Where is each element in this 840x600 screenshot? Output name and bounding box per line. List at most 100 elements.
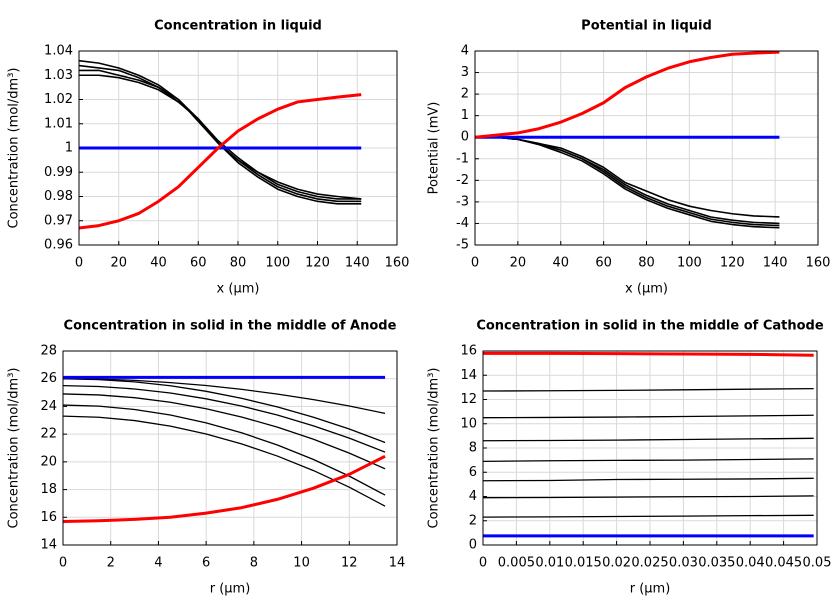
line-series bbox=[474, 50, 780, 139]
chart-title: Concentration in solid in the middle of … bbox=[476, 319, 824, 334]
y-tick-label: 28 bbox=[40, 344, 57, 359]
y-tick-label: 1.02 bbox=[44, 92, 73, 107]
y-tick-label: 4 bbox=[469, 489, 477, 504]
y-tick-label: 1.03 bbox=[44, 68, 73, 83]
x-tick-label: 100 bbox=[677, 256, 702, 271]
x-tick-label: 2 bbox=[107, 556, 115, 571]
x-tick-label: 0 bbox=[479, 556, 487, 571]
line-series bbox=[482, 437, 814, 442]
line-series bbox=[62, 454, 386, 523]
line-series bbox=[79, 74, 362, 200]
x-tick-label: 0.01 bbox=[535, 556, 564, 571]
y-tick-label: 3 bbox=[461, 65, 469, 80]
y-tick-label: 0.97 bbox=[44, 213, 73, 228]
line-series bbox=[482, 514, 814, 518]
x-tick-label: 0 bbox=[471, 256, 479, 271]
x-tick-label: 20 bbox=[510, 256, 527, 271]
line-series bbox=[62, 415, 386, 507]
y-axis-label: Potential (mV) bbox=[427, 102, 442, 195]
line-series bbox=[475, 136, 780, 227]
line-series bbox=[482, 477, 814, 482]
x-tick-label: 10 bbox=[293, 556, 310, 571]
plot-frame bbox=[474, 50, 819, 246]
x-tick-label: 40 bbox=[150, 256, 167, 271]
y-tick-label: 0.96 bbox=[44, 238, 73, 253]
chart-title: Concentration in liquid bbox=[154, 19, 322, 34]
y-tick-label: -3 bbox=[456, 194, 469, 209]
y-tick-label: 16 bbox=[460, 344, 477, 359]
x-tick-label: 80 bbox=[230, 256, 247, 271]
line-series bbox=[482, 458, 814, 462]
y-tick-label: 24 bbox=[40, 399, 57, 414]
y-axis-label: Concentration (mol/dm³) bbox=[7, 368, 22, 529]
x-axis-label: x (µm) bbox=[217, 282, 260, 297]
x-tick-label: 60 bbox=[190, 256, 207, 271]
y-tick-label: 8 bbox=[469, 441, 477, 456]
y-tick-label: 14 bbox=[460, 368, 477, 383]
y-tick-label: 18 bbox=[40, 482, 57, 497]
y-tick-label: 1 bbox=[461, 108, 469, 123]
y-tick-label: 6 bbox=[469, 465, 477, 480]
x-tick-label: 80 bbox=[638, 256, 655, 271]
x-tick-label: 160 bbox=[385, 256, 410, 271]
y-tick-label: 10 bbox=[460, 416, 477, 431]
x-tick-label: 4 bbox=[154, 556, 162, 571]
y-tick-label: 4 bbox=[461, 44, 469, 59]
line-series bbox=[62, 384, 386, 453]
x-tick-label: 100 bbox=[265, 256, 290, 271]
line-series bbox=[483, 351, 814, 357]
y-tick-label: -5 bbox=[456, 238, 469, 253]
line-series bbox=[62, 393, 386, 470]
y-axis-label: Concentration (mol/dm³) bbox=[427, 368, 442, 529]
x-tick-label: 40 bbox=[552, 256, 569, 271]
y-tick-label: 2 bbox=[469, 513, 477, 528]
x-tick-label: 0.03 bbox=[669, 556, 698, 571]
x-tick-label: 0.02 bbox=[602, 556, 631, 571]
y-tick-label: 16 bbox=[40, 510, 57, 525]
chart-title: Potential in liquid bbox=[581, 19, 712, 34]
y-tick-label: 14 bbox=[40, 538, 57, 553]
line-series bbox=[475, 136, 780, 229]
x-tick-label: 120 bbox=[305, 256, 330, 271]
x-tick-label: 0.005 bbox=[498, 556, 535, 571]
plot-frame bbox=[482, 350, 818, 546]
y-tick-label: 12 bbox=[460, 392, 477, 407]
x-tick-label: 60 bbox=[595, 256, 612, 271]
y-axis-label: Concentration (mol/dm³) bbox=[7, 68, 22, 229]
x-tick-label: 160 bbox=[806, 256, 831, 271]
x-tick-label: 0 bbox=[75, 256, 83, 271]
y-tick-label: 0.99 bbox=[44, 165, 73, 180]
line-series bbox=[78, 59, 362, 205]
plot-frame bbox=[62, 350, 398, 546]
x-tick-label: 12 bbox=[341, 556, 358, 571]
line-series bbox=[78, 93, 362, 230]
y-tick-label: 1 bbox=[65, 141, 73, 156]
x-tick-label: 0.05 bbox=[803, 556, 832, 571]
line-series bbox=[62, 404, 386, 496]
line-series bbox=[482, 414, 814, 419]
line-series bbox=[475, 136, 780, 218]
line-series bbox=[62, 378, 386, 444]
x-tick-label: 0 bbox=[59, 556, 67, 571]
x-tick-label: 6 bbox=[202, 556, 210, 571]
x-axis-label: x (µm) bbox=[625, 282, 668, 297]
line-series bbox=[482, 495, 814, 499]
line-series bbox=[78, 64, 362, 203]
x-axis-label: r (µm) bbox=[210, 582, 251, 597]
x-tick-label: 0.04 bbox=[736, 556, 765, 571]
y-tick-label: 0.98 bbox=[44, 189, 73, 204]
x-tick-label: 0.045 bbox=[765, 556, 802, 571]
y-tick-label: -2 bbox=[456, 173, 469, 188]
chart-title: Concentration in solid in the middle of … bbox=[64, 319, 397, 334]
y-tick-label: -1 bbox=[456, 151, 469, 166]
y-tick-label: 0 bbox=[469, 538, 477, 553]
x-tick-label: 140 bbox=[763, 256, 788, 271]
x-axis-label: r (µm) bbox=[630, 582, 671, 597]
y-tick-label: 26 bbox=[40, 371, 57, 386]
x-tick-label: 0.035 bbox=[698, 556, 735, 571]
y-tick-label: 0 bbox=[461, 130, 469, 145]
line-series bbox=[482, 387, 814, 392]
x-tick-label: 20 bbox=[110, 256, 127, 271]
y-tick-label: 20 bbox=[40, 454, 57, 469]
